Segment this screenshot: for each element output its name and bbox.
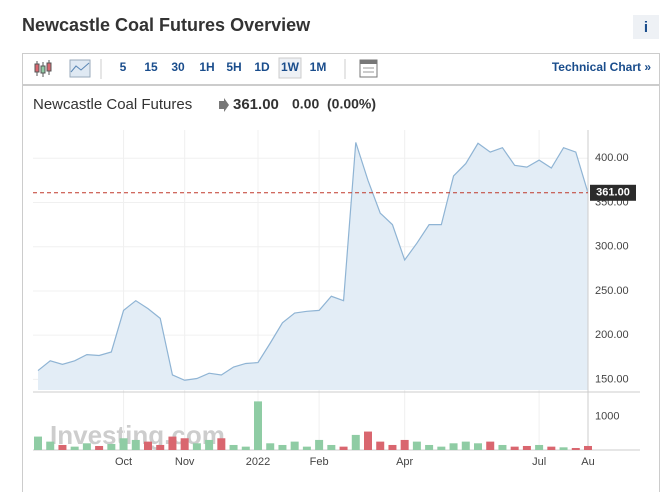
interval-button[interactable]: 1W — [281, 60, 300, 74]
area-icon[interactable] — [69, 59, 91, 78]
volume-bar — [82, 443, 91, 450]
volume-bar — [437, 446, 446, 450]
volume-bar — [217, 438, 226, 450]
quote-price: 361.00 — [233, 96, 279, 113]
volume-bar — [425, 444, 434, 450]
technical-chart-link[interactable]: Technical Chart » — [552, 60, 651, 74]
volume-bar — [192, 443, 201, 450]
price-area — [38, 142, 588, 390]
x-tick-label: Au — [581, 456, 594, 468]
info-icon[interactable]: i — [644, 19, 648, 36]
volume-bar — [156, 444, 165, 450]
quote-change-pct: (0.00%) — [327, 96, 376, 112]
volume-bar — [315, 439, 324, 450]
volume-bar — [131, 439, 140, 450]
quote-name: Newcastle Coal Futures — [33, 96, 192, 113]
volume-bar — [351, 434, 360, 450]
volume-bar — [229, 444, 238, 450]
y-tick-label: 150.00 — [595, 373, 629, 385]
quote-change: 0.00 — [292, 96, 319, 112]
interval-button[interactable]: 15 — [144, 60, 158, 74]
volume-bar — [412, 441, 421, 450]
volume-bar — [107, 443, 116, 450]
price-tag — [590, 184, 636, 201]
volume-bar — [388, 444, 397, 450]
volume-bar — [241, 446, 250, 450]
volume-bar — [486, 441, 495, 450]
volume-bar — [254, 401, 262, 450]
volume-bar — [290, 441, 299, 450]
candle-icon[interactable] — [34, 60, 52, 77]
volume-bar — [449, 443, 458, 450]
y-tick-label: 300.00 — [595, 241, 629, 253]
x-tick-label: Jul — [532, 456, 546, 468]
volume-bar — [46, 441, 55, 450]
volume-bar — [278, 444, 287, 450]
interval-button[interactable]: 1M — [310, 60, 327, 74]
x-tick-label: 2022 — [246, 456, 270, 468]
volume-bar — [522, 445, 531, 450]
selected-interval — [278, 57, 302, 79]
y-tick-label: 250.00 — [595, 285, 629, 297]
volume-bar — [95, 445, 104, 450]
info-button[interactable] — [633, 15, 659, 39]
volume-bar — [119, 438, 128, 450]
volume-bar — [461, 441, 470, 450]
volume-bar — [400, 439, 409, 450]
volume-bar — [266, 443, 275, 450]
interval-button[interactable]: 30 — [171, 60, 185, 74]
volume-tick-label: 1000 — [595, 410, 619, 422]
volume-bar — [70, 446, 79, 450]
volume-bar — [302, 446, 311, 450]
volume-bar — [547, 446, 556, 450]
title: Newcastle Coal Futures Overview — [22, 15, 311, 35]
y-tick-label: 200.00 — [595, 329, 629, 341]
volume-bar — [584, 445, 592, 450]
price-tag-label: 361.00 — [596, 187, 630, 199]
volume-bar — [58, 444, 67, 450]
volume-bar — [205, 439, 214, 450]
interval-button[interactable]: 5 — [120, 60, 127, 74]
calendar-icon[interactable] — [359, 59, 378, 78]
x-tick-label: Apr — [396, 456, 413, 468]
arrow-icon — [219, 98, 229, 112]
volume-bar — [376, 441, 385, 450]
volume-bar — [498, 444, 507, 450]
price-line — [37, 142, 589, 381]
interval-button[interactable]: 1D — [254, 60, 270, 74]
volume-bar — [34, 436, 42, 450]
volume-bar — [144, 441, 152, 450]
volume-bar — [364, 431, 372, 450]
volume-bar — [327, 444, 336, 450]
x-tick-label: Feb — [310, 456, 329, 468]
volume-bar — [168, 436, 177, 450]
toolbar — [22, 53, 660, 85]
x-tick-label: Oct — [115, 456, 132, 468]
volume-bar — [180, 438, 189, 450]
volume-bar — [339, 446, 348, 450]
interval-button[interactable]: 5H — [226, 60, 241, 74]
volume-bar — [510, 446, 519, 450]
x-tick-label: Nov — [175, 456, 195, 468]
interval-button[interactable]: 1H — [199, 60, 214, 74]
volume-bar — [474, 443, 482, 450]
y-tick-label: 400.00 — [595, 152, 629, 164]
volume-bar — [535, 444, 544, 450]
volume-bar — [559, 447, 568, 450]
volume-bar — [571, 447, 580, 450]
